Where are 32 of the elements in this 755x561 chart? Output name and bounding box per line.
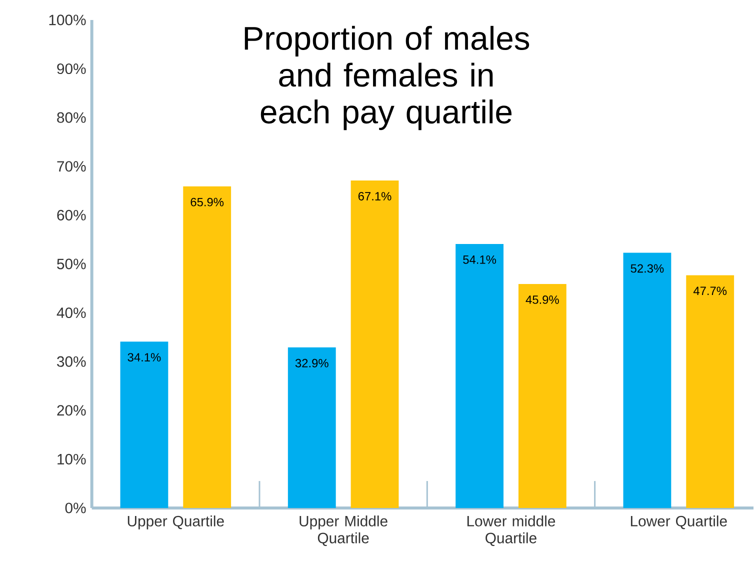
y-tick-label: 10% [58,454,86,465]
bar [686,275,734,508]
bar [183,186,232,508]
bar [623,252,672,508]
y-tick-label: 70% [57,161,86,172]
x-tick-label: Upper Quartile [128,516,224,530]
y-tick-label: 40% [56,308,86,318]
bar [518,284,566,508]
x-tick-label: Lower middle Quartile [467,516,556,546]
data-label: 45.9% [526,296,559,304]
data-label: 34.1% [128,353,161,362]
bar [350,180,399,508]
y-tick-label: 100% [49,14,86,26]
y-tick-label: 0% [65,502,86,514]
y-tick-label: 30% [57,356,86,367]
data-label: 32.9% [295,358,328,368]
y-tick-label: 90% [57,64,86,74]
bar [120,342,168,508]
y-tick-label: 50% [57,258,86,270]
data-label: 47.7% [693,286,727,296]
data-label: 67.1% [358,192,392,201]
y-tick-label: 20% [57,405,86,416]
x-tick-label: Upper Middle Quartile [300,516,388,546]
data-label: 65.9% [190,198,224,206]
bar [456,244,504,508]
data-label: 52.3% [630,264,664,273]
y-tick-label: 80% [57,112,86,123]
bar [288,347,336,508]
text: Proportion of males and females in each pay quartile [244,26,530,130]
data-label: 54.1% [463,256,496,264]
y-tick-label: 60% [57,210,86,220]
x-tick-label: Lower Quartile [630,516,727,530]
